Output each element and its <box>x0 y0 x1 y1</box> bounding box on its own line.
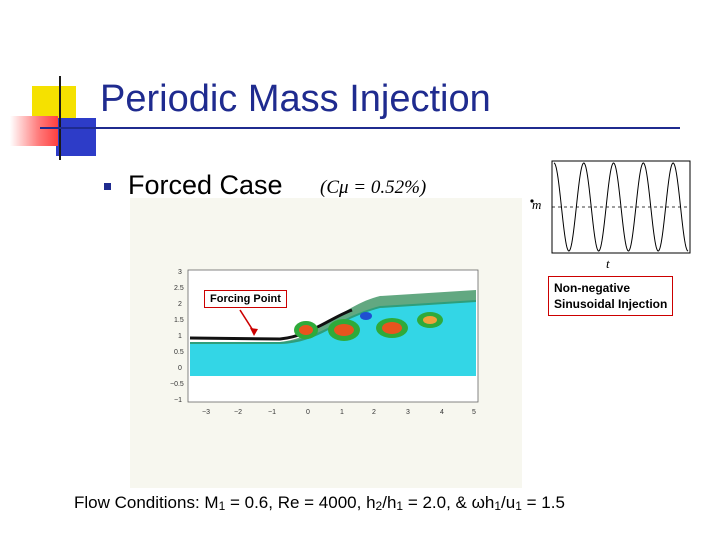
svg-text:−2: −2 <box>234 409 242 416</box>
svg-text:0.5: 0.5 <box>174 349 184 356</box>
svg-text:1: 1 <box>178 333 182 340</box>
vortex-4-core <box>423 316 437 324</box>
forcing-arrowhead <box>250 328 258 336</box>
x-tick-labels: −3 −2 −1 0 1 2 3 4 5 <box>202 409 476 416</box>
vortex-small <box>360 312 372 320</box>
svg-text:3: 3 <box>406 409 410 416</box>
svg-text:−1: −1 <box>174 397 182 404</box>
svg-text:4: 4 <box>440 409 444 416</box>
bullet-marker <box>104 183 111 190</box>
bullet-text: Forced Case <box>128 170 283 200</box>
contour-plot-figure: 3 2.5 2 1.5 1 0.5 0 −0.5 −1 −3 −2 −1 0 1… <box>130 198 522 488</box>
svg-text:0: 0 <box>178 365 182 372</box>
momentum-coefficient: (Cμ = 0.52%) <box>320 177 427 198</box>
vortex-1-core <box>299 325 313 335</box>
signal-caption: Non-negative Sinusoidal Injection <box>548 276 674 316</box>
svg-text:1.5: 1.5 <box>174 317 184 324</box>
contour-plot-svg: 3 2.5 2 1.5 1 0.5 0 −0.5 −1 −3 −2 −1 0 1… <box>170 269 479 416</box>
flow-conditions: Flow Conditions: M1 = 0.6, Re = 4000, h2… <box>74 493 565 513</box>
vortex-2-core <box>334 324 354 336</box>
flow-field <box>190 300 476 376</box>
title-underline <box>40 127 680 129</box>
corner-blue-block <box>56 118 96 156</box>
svg-text:2.5: 2.5 <box>174 285 184 292</box>
slide-title: Periodic Mass Injection <box>100 78 491 120</box>
signal-x-label: t <box>606 256 610 271</box>
corner-vertical-line <box>59 76 61 160</box>
sinusoid-curve <box>553 162 689 252</box>
svg-text:−3: −3 <box>202 409 210 416</box>
injection-signal-plot: m t <box>530 160 691 271</box>
vortex-3-core <box>382 322 402 334</box>
shear-layer <box>190 290 476 344</box>
svg-text:0: 0 <box>306 409 310 416</box>
forcing-point-label: Forcing Point <box>204 290 287 308</box>
mdot-dot <box>530 199 534 203</box>
signal-caption-line1: Non-negative <box>554 281 631 295</box>
signal-caption-line2: Sinusoidal Injection <box>554 297 668 311</box>
svg-text:−0.5: −0.5 <box>170 381 184 388</box>
svg-text:−1: −1 <box>268 409 276 416</box>
svg-text:2: 2 <box>372 409 376 416</box>
y-tick-labels: 3 2.5 2 1.5 1 0.5 0 −0.5 −1 <box>170 269 184 404</box>
svg-text:3: 3 <box>178 269 182 276</box>
svg-text:2: 2 <box>178 301 182 308</box>
svg-text:1: 1 <box>340 409 344 416</box>
signal-y-label: m <box>532 197 541 212</box>
svg-text:5: 5 <box>472 409 476 416</box>
corner-red-block <box>10 116 58 146</box>
